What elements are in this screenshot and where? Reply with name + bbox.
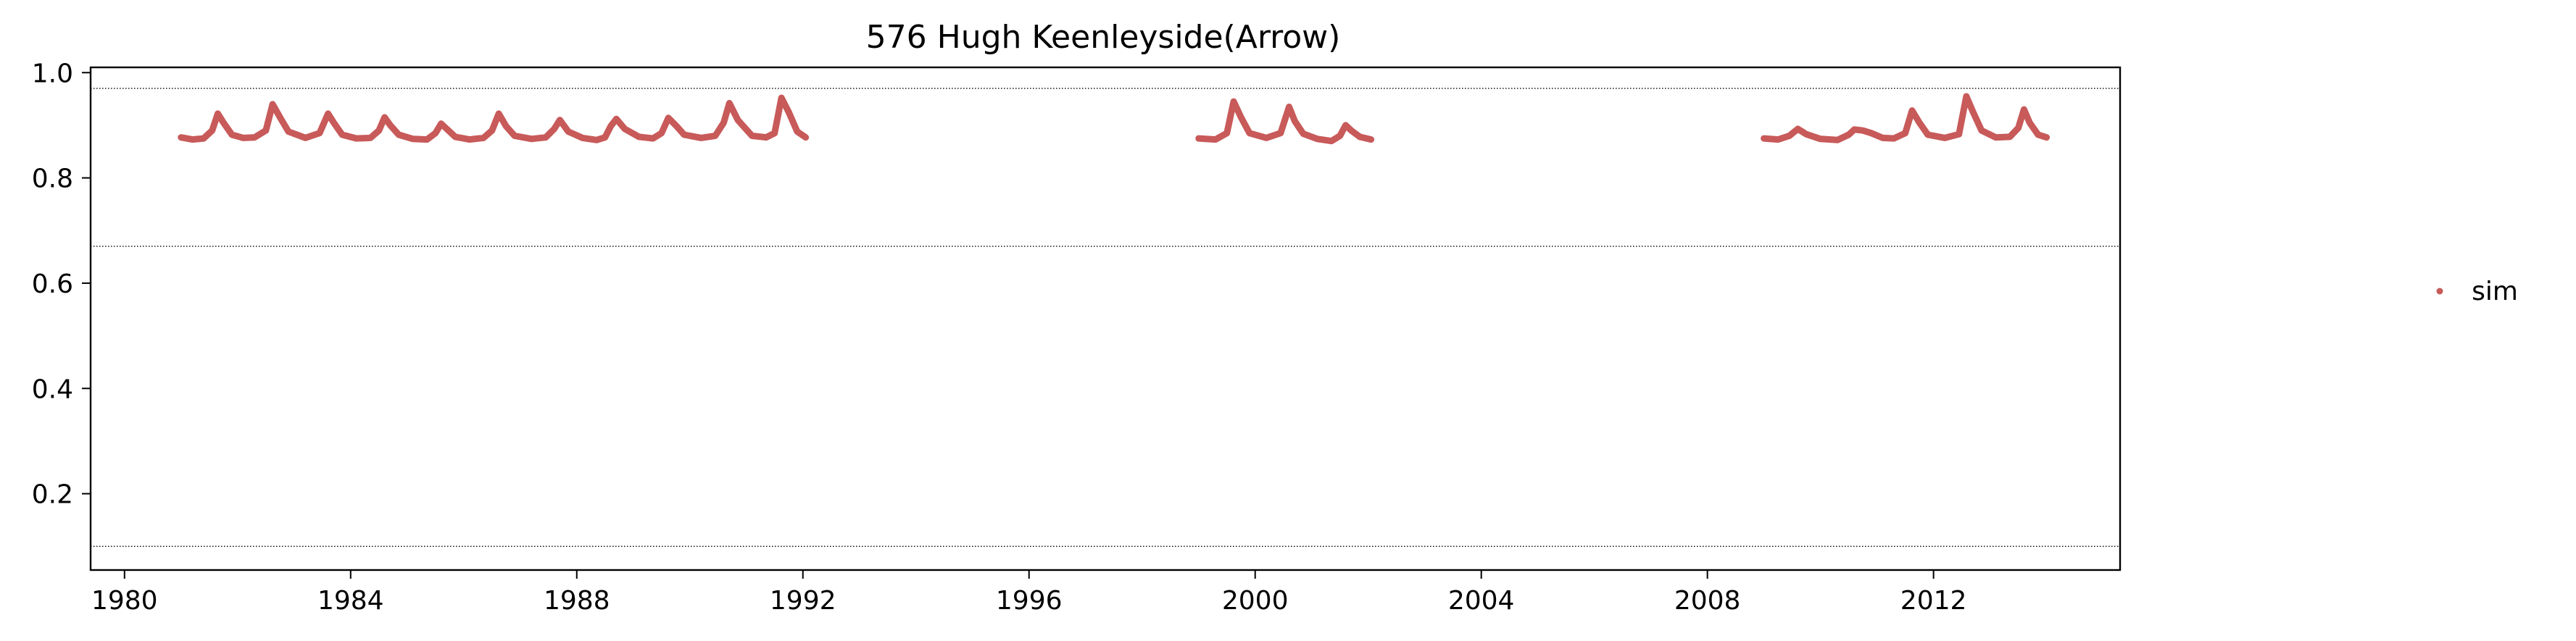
y-tick-label-0.6: 0.6 bbox=[32, 269, 73, 299]
x-tick-label-2012: 2012 bbox=[1900, 586, 1967, 616]
y-tick-label-0.4: 0.4 bbox=[32, 374, 73, 404]
x-tick-label-1992: 1992 bbox=[770, 586, 836, 616]
x-tick-label-1984: 1984 bbox=[317, 586, 384, 616]
y-tick-label-1.0: 1.0 bbox=[32, 59, 73, 88]
x-tick-label-2000: 2000 bbox=[1222, 586, 1289, 616]
legend-marker-sim bbox=[2436, 288, 2443, 295]
y-tick-label-0.2: 0.2 bbox=[32, 480, 73, 510]
plot-area: 1980 1984 1988 1992 1996 2000 2004 2008 2012 0.2 0… bbox=[32, 59, 2122, 616]
series-sim-segment-2 bbox=[1761, 93, 2051, 143]
legend-label-sim: sim bbox=[2472, 277, 2518, 306]
y-tick-label-0.8: 0.8 bbox=[32, 164, 73, 194]
axes-frame bbox=[89, 66, 2122, 571]
x-tick-label-1988: 1988 bbox=[544, 586, 610, 616]
series-sim-segment-0 bbox=[178, 94, 810, 143]
series-sim-segment-1 bbox=[1195, 98, 1375, 145]
x-tick-label-2008: 2008 bbox=[1674, 586, 1741, 616]
chart-title: 576 Hugh Keenleyside(Arrow) bbox=[866, 19, 1341, 56]
legend: sim bbox=[2436, 277, 2518, 306]
x-tick-label-1996: 1996 bbox=[996, 586, 1063, 616]
x-tick-label-2004: 2004 bbox=[1448, 586, 1515, 616]
x-tick-label-1980: 1980 bbox=[91, 586, 158, 616]
